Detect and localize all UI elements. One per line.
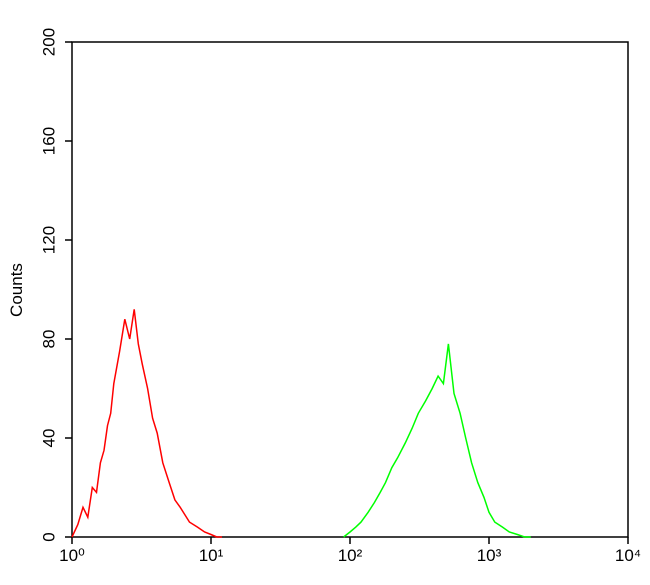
y-tick-label: 40 (39, 429, 58, 448)
histogram-line (343, 343, 531, 538)
y-tick-label: 200 (39, 28, 58, 56)
y-tick-label: 0 (39, 532, 58, 541)
x-tick-label: 10⁴ (615, 546, 641, 565)
x-tick-label: 10³ (477, 546, 502, 565)
y-tick-label: 80 (39, 330, 58, 349)
y-tick-label: 120 (39, 226, 58, 254)
histogram-line (71, 309, 222, 538)
x-tick-label: 10⁰ (59, 546, 85, 565)
y-tick-label: 160 (39, 127, 58, 155)
y-axis-label: Counts (7, 263, 26, 317)
x-tick-label: 10² (338, 546, 363, 565)
x-tick-label: 10¹ (199, 546, 224, 565)
plot-frame (71, 41, 629, 538)
